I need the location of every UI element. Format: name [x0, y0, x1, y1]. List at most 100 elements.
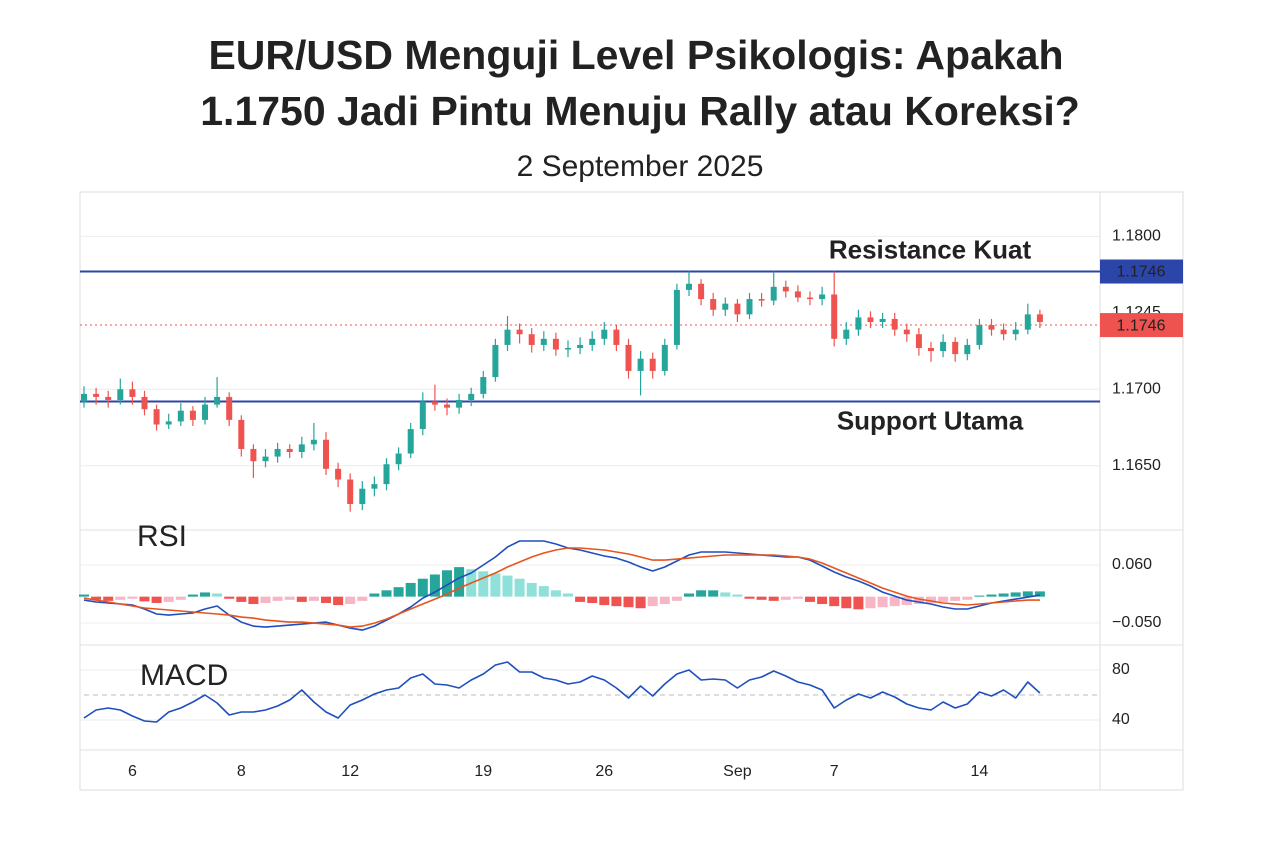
candle-body [540, 338, 547, 345]
histogram-bar [684, 593, 694, 597]
histogram-bar [236, 596, 247, 602]
candle-body [565, 348, 571, 350]
candle-body [831, 294, 838, 339]
candle-body [359, 488, 366, 504]
candle-body [746, 299, 753, 315]
histogram-bar [429, 574, 440, 597]
candle-body [1024, 314, 1031, 330]
histogram-bar [91, 596, 102, 600]
candle-body [419, 401, 426, 430]
histogram-bar [442, 570, 452, 597]
histogram-bar [635, 596, 646, 609]
candle-body [988, 325, 995, 330]
histogram-bar [817, 596, 828, 605]
candle-body [891, 318, 898, 330]
histogram-bar [308, 596, 319, 601]
candle-body [589, 338, 596, 345]
candle-body [686, 283, 692, 290]
level-label: Resistance Kuat [829, 234, 1032, 264]
histogram-bar [792, 596, 803, 599]
histogram-bar [563, 593, 573, 597]
histogram-bar [79, 594, 89, 597]
candle-body [153, 409, 160, 425]
candle-body [673, 289, 680, 345]
x-tick-label: 8 [237, 763, 246, 780]
candle-body [952, 341, 959, 355]
histogram-bar [115, 596, 126, 600]
candle-body [1012, 329, 1019, 335]
histogram-bar [187, 594, 198, 597]
candle-body [117, 389, 124, 400]
x-tick-label: 14 [971, 763, 989, 780]
candle-body [601, 329, 608, 339]
candle-body [165, 421, 172, 425]
x-tick-label: 26 [595, 763, 613, 780]
x-tick-label: 19 [474, 763, 492, 780]
histogram-bar [369, 593, 380, 597]
chart-subtitle: 2 September 2025 [517, 150, 764, 183]
candle-body [226, 396, 233, 420]
histogram-bar [926, 596, 936, 603]
price-tag [1100, 259, 1183, 284]
line [83, 547, 1040, 628]
histogram-bar [1034, 591, 1045, 597]
histogram-bar [950, 596, 961, 601]
y-tick-label: 80 [1112, 661, 1130, 678]
histogram-bar [454, 567, 465, 597]
histogram-bar [1010, 592, 1021, 597]
line [83, 540, 1041, 631]
pane-label: RSI [137, 520, 187, 553]
level-label: Support Utama [837, 405, 1024, 435]
chart-title: EUR/USD Menguji Level Psikologis: Apakah [208, 32, 1063, 78]
price-tag [1100, 313, 1183, 338]
candle-body [843, 329, 850, 339]
candle-body [347, 479, 354, 504]
candle-body [794, 291, 801, 298]
histogram-bar [986, 594, 997, 597]
y-tick-label: −0.050 [1112, 614, 1161, 631]
histogram-bar [357, 596, 368, 601]
candle-body [177, 410, 184, 422]
candle-body [371, 484, 378, 489]
candle-body [335, 468, 342, 480]
pane-label: MACD [140, 659, 228, 692]
histogram-bar [780, 596, 791, 600]
y-tick-label: 1.1700 [1112, 381, 1161, 398]
histogram-bar [345, 596, 356, 605]
histogram-bar [478, 571, 489, 597]
y-tick-label: 1.1800 [1112, 228, 1161, 245]
candle-body [649, 358, 656, 371]
candle-body [710, 299, 717, 310]
candle-body [238, 419, 245, 449]
histogram-bar [1022, 591, 1033, 597]
price-tag-label: 1.1746 [1117, 317, 1166, 334]
histogram-bar [865, 596, 876, 609]
candle-body [661, 344, 668, 371]
histogram-bar [744, 596, 755, 599]
histogram-bar [659, 596, 670, 605]
histogram-bar [417, 578, 428, 597]
histogram-bar [224, 596, 235, 599]
candle-body [819, 294, 826, 300]
histogram-bar [526, 582, 537, 597]
x-tick-label: 7 [830, 763, 839, 780]
histogram-bar [974, 595, 985, 597]
candle-body [214, 396, 221, 405]
candle-body [734, 303, 741, 315]
histogram-bar [163, 596, 174, 602]
candle-body [528, 334, 535, 345]
histogram-bar [538, 586, 549, 597]
histogram-bar [623, 596, 634, 608]
candle-body [202, 404, 208, 420]
histogram-bar [671, 596, 682, 601]
histogram-bar [393, 587, 404, 597]
histogram-bar [139, 596, 150, 602]
histogram-bar [272, 596, 283, 601]
candle-body [431, 401, 438, 405]
histogram-bar [587, 596, 598, 603]
candle-body [1036, 314, 1043, 322]
candle-body [383, 464, 390, 485]
x-tick-label: 12 [341, 763, 359, 780]
